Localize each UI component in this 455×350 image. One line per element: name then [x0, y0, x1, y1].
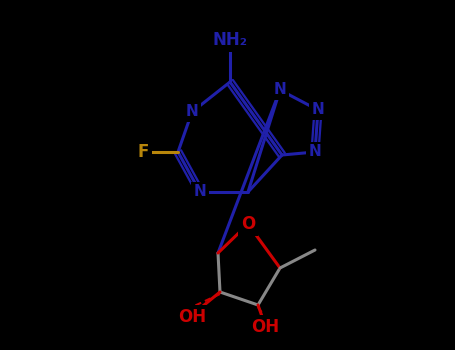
Text: N: N: [194, 184, 207, 200]
Text: N: N: [312, 103, 324, 118]
Text: OH: OH: [251, 318, 279, 336]
Text: N: N: [273, 83, 286, 98]
Text: OH: OH: [178, 308, 206, 326]
Text: N: N: [308, 145, 321, 160]
Text: F: F: [137, 143, 149, 161]
Text: O: O: [241, 215, 255, 233]
Text: NH₂: NH₂: [212, 31, 248, 49]
Text: N: N: [186, 105, 198, 119]
